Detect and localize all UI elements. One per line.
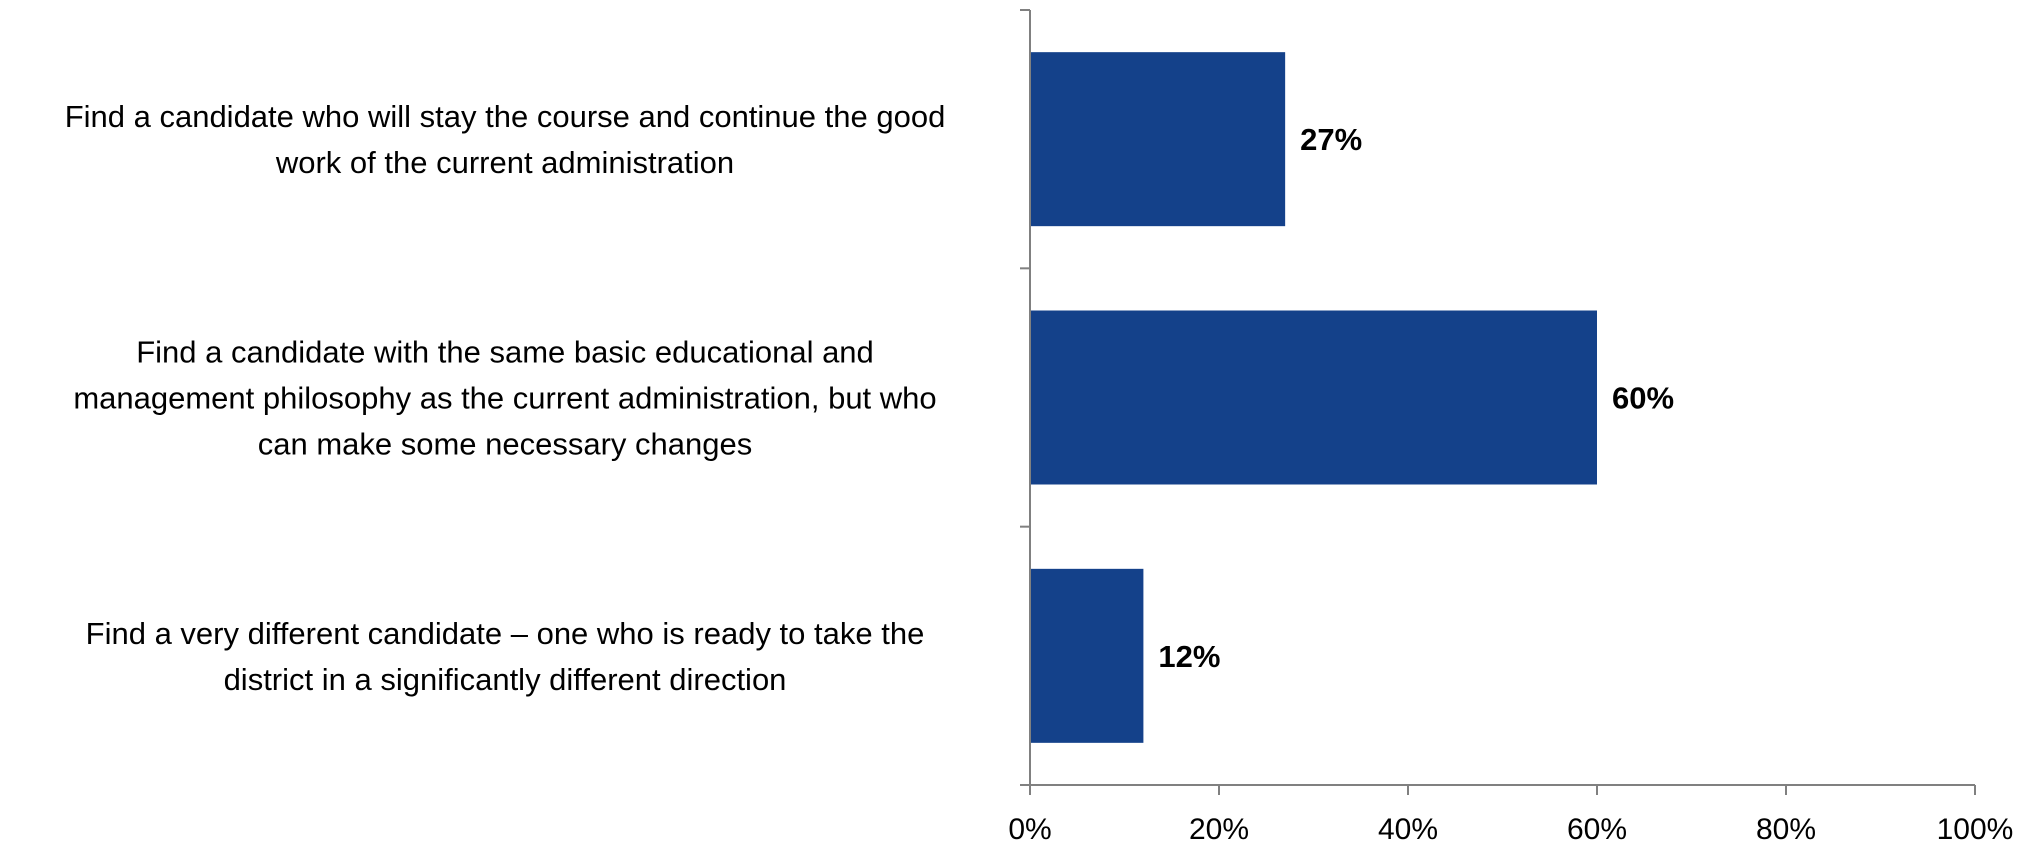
category-label: Find a candidate with the same basic edu… [136, 335, 874, 370]
x-tick-label: 100% [1937, 813, 2014, 846]
category-label: Find a candidate who will stay the cours… [65, 99, 946, 134]
x-tick-label: 80% [1756, 813, 1816, 846]
data-label: 12% [1158, 639, 1220, 674]
data-label: 27% [1300, 122, 1362, 157]
category-label: district in a significantly different di… [224, 662, 787, 697]
x-tick-label: 20% [1189, 813, 1249, 846]
bar [1030, 568, 1144, 743]
x-tick-label: 40% [1378, 813, 1438, 846]
x-tick-label: 0% [1008, 813, 1051, 846]
data-labels: 27% 60% 12% [1158, 122, 1674, 674]
category-labels: Find a candidate who will stay the cours… [65, 99, 946, 697]
category-label: management philosophy as the current adm… [73, 381, 936, 416]
bar [1030, 52, 1286, 227]
axes [1020, 9, 1976, 795]
bars [1030, 52, 1597, 743]
x-ticks: 0% 20% 40% 60% 80% 100% [1008, 813, 2013, 846]
category-label: work of the current administration [275, 145, 734, 180]
category-label: Find a very different candidate – one wh… [86, 616, 925, 651]
category-label: can make some necessary changes [258, 427, 753, 462]
bar [1030, 310, 1597, 485]
x-tick-label: 60% [1567, 813, 1627, 846]
data-label: 60% [1612, 381, 1674, 416]
